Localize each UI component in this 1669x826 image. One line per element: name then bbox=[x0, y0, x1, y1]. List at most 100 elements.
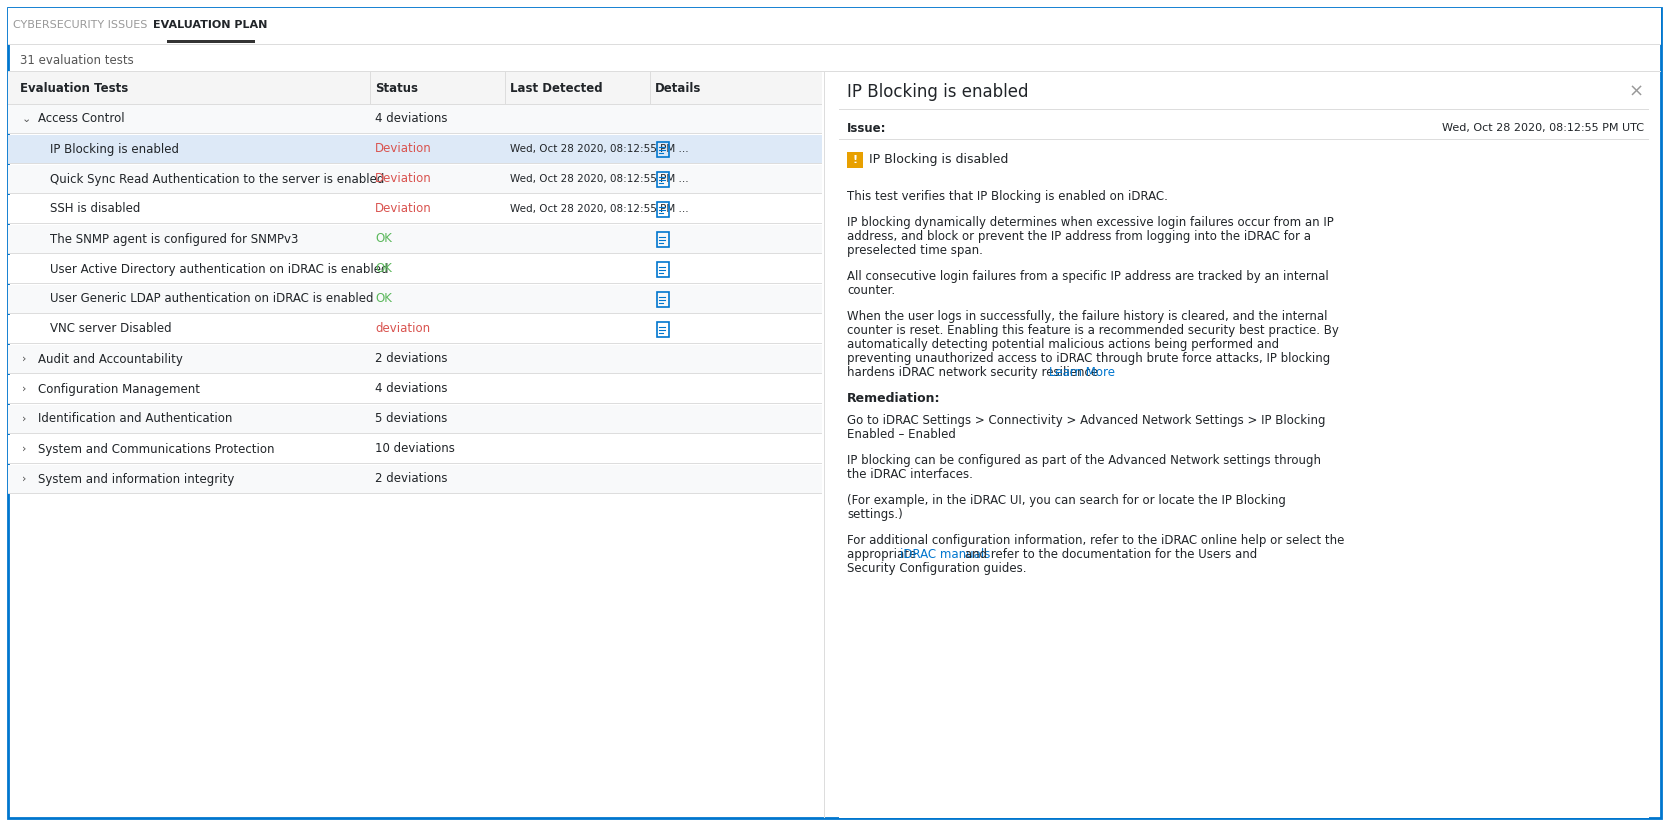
Text: Quick Sync Read Authentication to the server is enabled: Quick Sync Read Authentication to the se… bbox=[50, 173, 384, 186]
Bar bbox=[8, 8, 1661, 45]
Text: 31 evaluation tests: 31 evaluation tests bbox=[20, 54, 134, 67]
Text: address, and block or prevent the IP address from logging into the iDRAC for a: address, and block or prevent the IP add… bbox=[846, 230, 1312, 243]
Bar bbox=[658, 142, 669, 157]
Text: and refer to the documentation for the Users and: and refer to the documentation for the U… bbox=[961, 548, 1257, 561]
Text: ⌄: ⌄ bbox=[22, 114, 32, 124]
Text: deviation: deviation bbox=[376, 322, 431, 335]
Text: IP blocking dynamically determines when excessive login failures occur from an I: IP blocking dynamically determines when … bbox=[846, 216, 1334, 229]
Bar bbox=[8, 283, 823, 284]
Bar bbox=[167, 40, 255, 43]
Text: counter is reset. Enabling this feature is a recommended security best practice.: counter is reset. Enabling this feature … bbox=[846, 324, 1339, 337]
Text: IP blocking can be configured as part of the Advanced Network settings through: IP blocking can be configured as part of… bbox=[846, 454, 1320, 467]
Bar bbox=[8, 435, 823, 464]
Text: Evaluation Tests: Evaluation Tests bbox=[20, 82, 129, 94]
Text: System and Communications Protection: System and Communications Protection bbox=[38, 443, 274, 455]
Text: Deviation: Deviation bbox=[376, 143, 432, 155]
Text: iDRAC manuals: iDRAC manuals bbox=[900, 548, 990, 561]
Text: IP Blocking is enabled: IP Blocking is enabled bbox=[50, 143, 179, 155]
Text: OK: OK bbox=[376, 232, 392, 245]
Bar bbox=[8, 104, 823, 105]
Text: CYBERSECURITY ISSUES: CYBERSECURITY ISSUES bbox=[13, 20, 147, 30]
Bar bbox=[8, 225, 823, 254]
Text: automatically detecting potential malicious actions being performed and: automatically detecting potential malici… bbox=[846, 338, 1278, 351]
Text: Deviation: Deviation bbox=[376, 173, 432, 186]
Bar bbox=[658, 292, 669, 307]
Text: Go to iDRAC Settings > Connectivity > Advanced Network Settings > IP Blocking: Go to iDRAC Settings > Connectivity > Ad… bbox=[846, 414, 1325, 427]
Bar bbox=[8, 133, 823, 134]
Bar bbox=[846, 152, 863, 168]
Bar bbox=[8, 375, 823, 404]
Text: Configuration Management: Configuration Management bbox=[38, 382, 200, 396]
Bar bbox=[658, 322, 669, 337]
Bar bbox=[8, 315, 823, 344]
Bar bbox=[8, 193, 823, 194]
Text: Identification and Authentication: Identification and Authentication bbox=[38, 412, 232, 425]
Text: ›: › bbox=[22, 414, 27, 424]
Text: Audit and Accountability: Audit and Accountability bbox=[38, 353, 184, 365]
Text: Security Configuration guides.: Security Configuration guides. bbox=[846, 562, 1026, 575]
Bar bbox=[8, 493, 823, 494]
Text: ›: › bbox=[22, 444, 27, 454]
Bar bbox=[8, 373, 823, 374]
Text: Enabled – Enabled: Enabled – Enabled bbox=[846, 428, 956, 441]
Text: counter.: counter. bbox=[846, 284, 895, 297]
Bar bbox=[8, 223, 823, 224]
Bar bbox=[658, 202, 669, 217]
Text: 10 deviations: 10 deviations bbox=[376, 443, 456, 455]
Bar bbox=[658, 262, 669, 277]
Bar bbox=[8, 433, 823, 434]
Bar bbox=[8, 345, 823, 374]
Text: 2 deviations: 2 deviations bbox=[376, 353, 447, 365]
Text: Wed, Oct 28 2020, 08:12:55 PM UTC: Wed, Oct 28 2020, 08:12:55 PM UTC bbox=[1442, 123, 1644, 133]
Bar bbox=[840, 72, 1649, 818]
Bar bbox=[8, 253, 823, 254]
Bar bbox=[840, 109, 1649, 110]
Text: preselected time span.: preselected time span. bbox=[846, 244, 983, 257]
Text: Wed, Oct 28 2020, 08:12:55 PM ...: Wed, Oct 28 2020, 08:12:55 PM ... bbox=[511, 204, 689, 214]
Text: Remediation:: Remediation: bbox=[846, 392, 941, 405]
Text: Status: Status bbox=[376, 82, 417, 94]
Text: User Active Directory authentication on iDRAC is enabled: User Active Directory authentication on … bbox=[50, 263, 389, 276]
Bar bbox=[8, 44, 1661, 45]
Text: hardens iDRAC network security resilience.: hardens iDRAC network security resilienc… bbox=[846, 366, 1105, 379]
Bar bbox=[840, 139, 1649, 140]
Text: Access Control: Access Control bbox=[38, 112, 125, 126]
Bar bbox=[8, 135, 823, 164]
Bar bbox=[8, 465, 823, 494]
Text: Last Detected: Last Detected bbox=[511, 82, 603, 94]
Text: User Generic LDAP authentication on iDRAC is enabled: User Generic LDAP authentication on iDRA… bbox=[50, 292, 374, 306]
Text: Wed, Oct 28 2020, 08:12:55 PM ...: Wed, Oct 28 2020, 08:12:55 PM ... bbox=[511, 144, 689, 154]
Text: SSH is disabled: SSH is disabled bbox=[50, 202, 140, 216]
Bar bbox=[8, 195, 823, 224]
Text: IP Blocking is enabled: IP Blocking is enabled bbox=[846, 83, 1028, 101]
Text: !: ! bbox=[853, 155, 858, 165]
Text: ›: › bbox=[22, 384, 27, 394]
Text: For additional configuration information, refer to the iDRAC online help or sele: For additional configuration information… bbox=[846, 534, 1344, 547]
Bar bbox=[8, 72, 823, 104]
Text: preventing unauthorized access to iDRAC through brute force attacks, IP blocking: preventing unauthorized access to iDRAC … bbox=[846, 352, 1330, 365]
Text: settings.): settings.) bbox=[846, 508, 903, 521]
Text: ×: × bbox=[1629, 83, 1644, 101]
Text: 2 deviations: 2 deviations bbox=[376, 472, 447, 486]
Text: Details: Details bbox=[654, 82, 701, 94]
Text: VNC server Disabled: VNC server Disabled bbox=[50, 322, 172, 335]
Text: appropriate: appropriate bbox=[846, 548, 920, 561]
Text: System and information integrity: System and information integrity bbox=[38, 472, 234, 486]
Text: 4 deviations: 4 deviations bbox=[376, 112, 447, 126]
Text: Wed, Oct 28 2020, 08:12:55 PM ...: Wed, Oct 28 2020, 08:12:55 PM ... bbox=[511, 174, 689, 184]
Text: This test verifies that IP Blocking is enabled on iDRAC.: This test verifies that IP Blocking is e… bbox=[846, 190, 1168, 203]
Text: ›: › bbox=[22, 474, 27, 484]
Bar bbox=[8, 285, 823, 314]
Text: Deviation: Deviation bbox=[376, 202, 432, 216]
Text: the iDRAC interfaces.: the iDRAC interfaces. bbox=[846, 468, 973, 481]
Bar bbox=[658, 172, 669, 187]
Text: IP Blocking is disabled: IP Blocking is disabled bbox=[870, 154, 1008, 167]
Text: EVALUATION PLAN: EVALUATION PLAN bbox=[154, 20, 267, 30]
Text: OK: OK bbox=[376, 292, 392, 306]
Bar bbox=[8, 343, 823, 344]
Text: 5 deviations: 5 deviations bbox=[376, 412, 447, 425]
Bar bbox=[8, 165, 823, 194]
Bar bbox=[8, 405, 823, 434]
Bar bbox=[8, 71, 1661, 72]
Bar bbox=[8, 313, 823, 314]
